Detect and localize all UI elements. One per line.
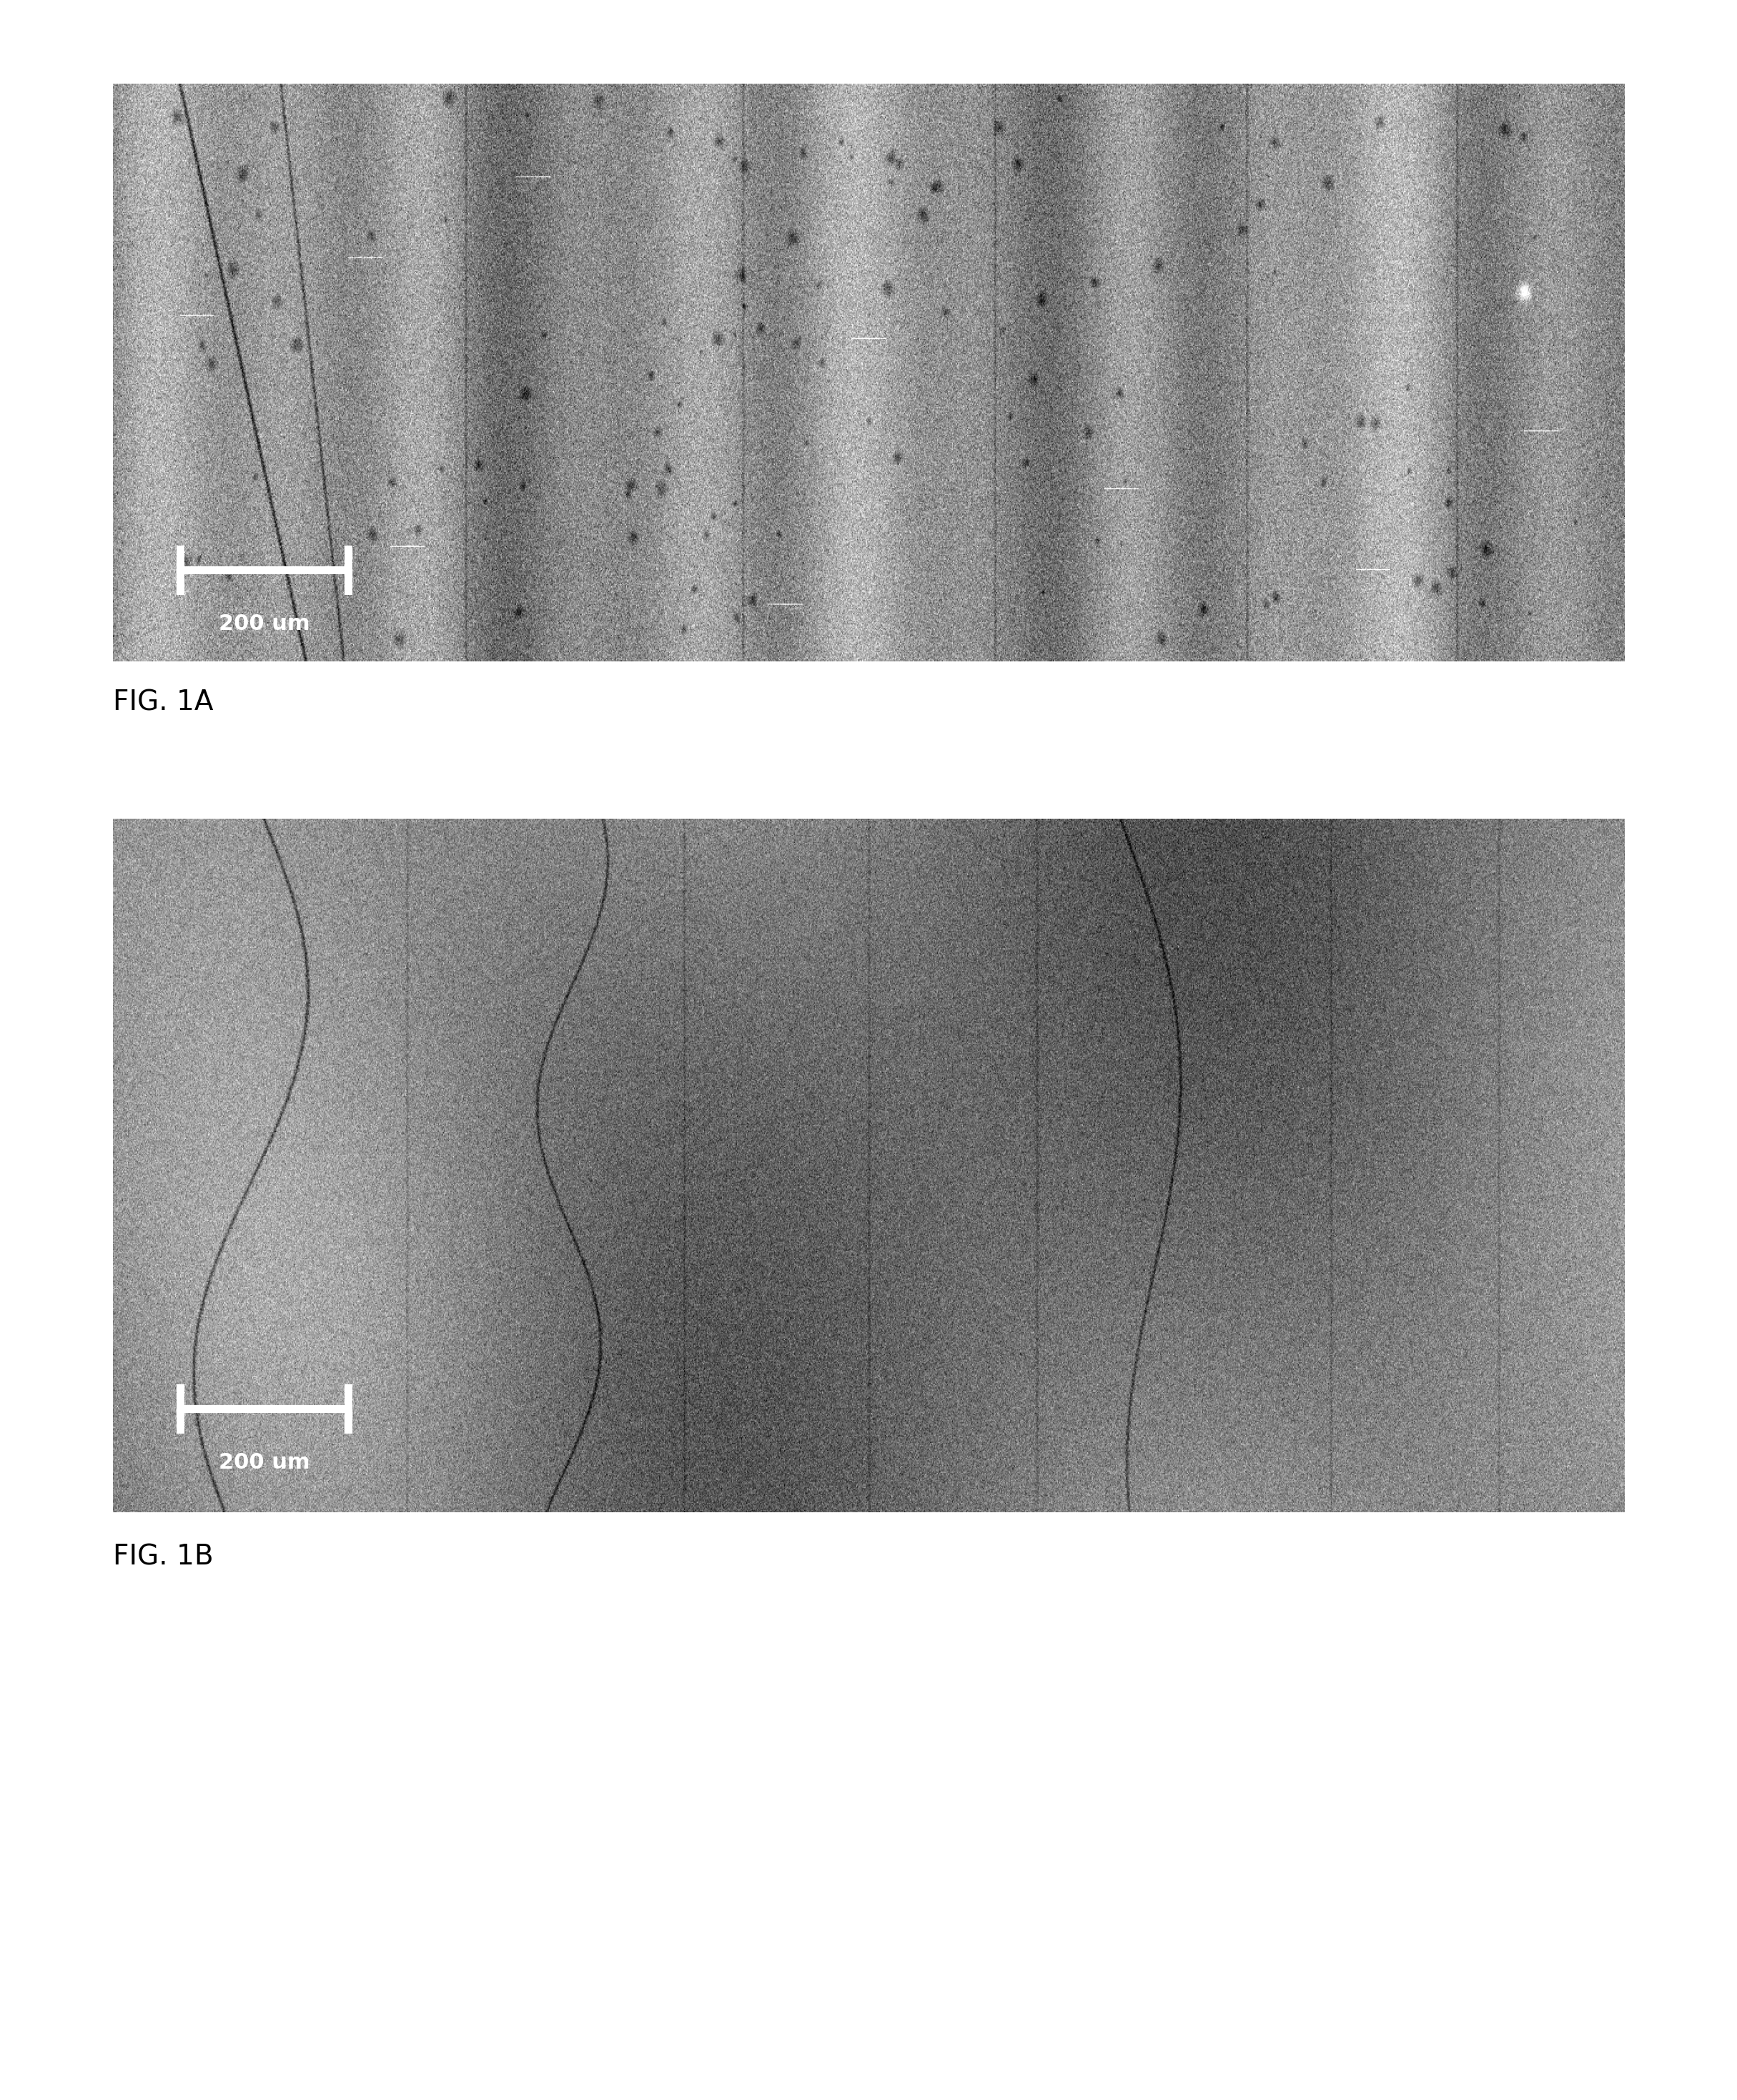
Text: 200 um: 200 um (219, 1453, 311, 1474)
Text: FIG. 1B: FIG. 1B (113, 1544, 214, 1571)
Text: FIG. 1A: FIG. 1A (113, 689, 214, 716)
Text: 200 um: 200 um (219, 613, 311, 634)
